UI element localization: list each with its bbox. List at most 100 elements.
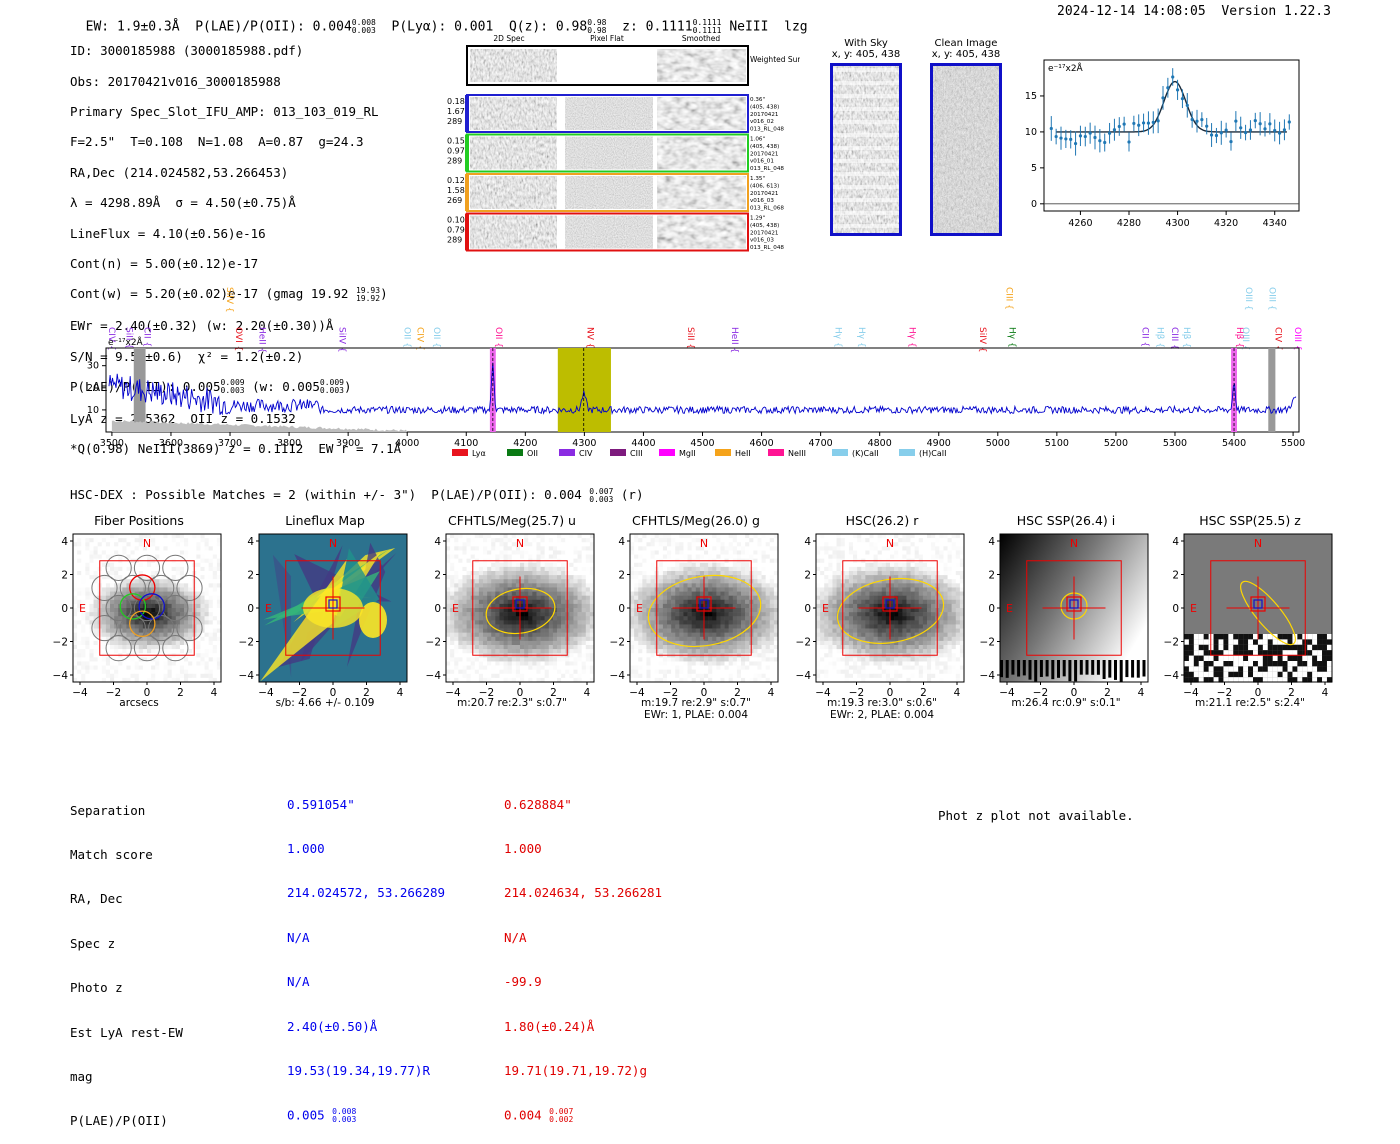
line-id-label: Hγ {: [832, 327, 842, 348]
legend-label: CIII: [630, 449, 643, 458]
fit-ytick-label: 10: [1025, 127, 1037, 138]
panel-ytick-label: 2: [1172, 570, 1179, 582]
legend-label: OII: [527, 449, 538, 458]
panel-caption-line1: m:26.4 rc:0.9" s:0.1": [981, 697, 1151, 709]
panel-ytick-label: −2: [796, 637, 811, 649]
label-plae: P(LAE)/P(OII): [70, 1114, 183, 1129]
panel-ytick-label: 0: [804, 603, 811, 615]
spec-xtick-label: 5000: [986, 438, 1010, 449]
cutout-weight: 0.15: [447, 137, 465, 146]
line-id-label: Hβ {: [1181, 327, 1191, 348]
fit-point: [1263, 127, 1266, 130]
fit-point: [1142, 121, 1145, 124]
panel-ytick-label: 0: [988, 603, 995, 615]
fit-point: [1137, 124, 1140, 127]
fit-point: [1268, 122, 1271, 125]
east-label: E: [79, 602, 86, 615]
panel-ytick-label: 2: [618, 570, 625, 582]
cutout-meta: 013_RL_048: [750, 166, 784, 172]
fit-point: [1084, 135, 1087, 138]
fit-point: [1186, 104, 1189, 107]
line-id-label: SiII {: [685, 327, 695, 349]
fit-point: [1229, 140, 1232, 143]
m2-specz: N/A: [504, 931, 662, 946]
cutout-meta: 1.35": [750, 176, 765, 182]
sky-image: [830, 63, 902, 236]
fit-point: [1064, 137, 1067, 140]
legend-label: HeII: [735, 449, 751, 458]
cutout-weight: 0.79: [447, 226, 465, 235]
label-specz: Spec z: [70, 937, 183, 952]
cutout-meta: 20170421: [750, 151, 779, 157]
col-pixelflat: Pixel Flat: [590, 34, 624, 43]
spec-xtick-label: 4900: [927, 438, 951, 449]
spec-xtick-label: 5200: [1104, 438, 1128, 449]
cutout-2dspec: [470, 176, 557, 209]
line-id-label: SiIV {: [977, 327, 987, 353]
fit-axes: [1044, 60, 1299, 211]
panel-ytick-label: 4: [434, 536, 441, 548]
m2-radec: 214.024634, 53.266281: [504, 886, 662, 901]
cutout-smoothed: [657, 97, 746, 130]
panel-ytick-label: 0: [618, 603, 625, 615]
fit-point: [1093, 136, 1096, 139]
line-id-label: Hγ {: [906, 327, 916, 348]
legend-swatch: [832, 449, 848, 456]
line-id-label: SiIV {: [224, 287, 234, 313]
cutout-pixelflat: [565, 216, 653, 249]
fit-point: [1288, 120, 1291, 123]
cutout-meta: v016_03: [750, 238, 774, 244]
spectrum-axes: [106, 348, 1299, 432]
legend-label: CIV: [579, 449, 593, 458]
fit-xtick-label: 4260: [1068, 218, 1092, 229]
cutout-meta: (406, 613): [750, 183, 779, 189]
weighted-2dspec: [470, 49, 557, 82]
panel-ytick-label: 4: [1172, 536, 1179, 548]
spec-xtick-label: 4800: [868, 438, 892, 449]
line-id-label: CIII {: [1169, 327, 1179, 350]
spec-xtick-label: 5400: [1222, 438, 1246, 449]
cutout-meta: 013_RL_068: [750, 206, 784, 212]
m2-separation: 0.628884": [504, 798, 662, 813]
cutout-meta: 20170421: [750, 191, 779, 197]
east-label: E: [636, 602, 643, 615]
panel-ytick-label: −2: [239, 637, 254, 649]
fit-point: [1254, 119, 1257, 122]
panel-ytick-label: −2: [610, 637, 625, 649]
fit-point: [1210, 133, 1213, 136]
line-id-label: SiIV {: [336, 327, 346, 353]
m2-plae-lo: 0.002: [549, 1116, 573, 1124]
panel-title: HSC SSP(26.4) i: [986, 513, 1146, 528]
m1-separation: 0.591054": [287, 798, 445, 813]
panel-title: Fiber Positions: [59, 513, 219, 528]
info-slot: Primary Spec_Slot_IFU_AMP: 013_103_019_R…: [70, 104, 401, 119]
panel-ytick-label: −4: [1164, 670, 1180, 682]
spec-ytick-label: 20: [87, 383, 99, 394]
fit-point: [1089, 132, 1092, 135]
spec-xtick-label: 5300: [1163, 438, 1187, 449]
m1-lya-ew: 2.40(±0.50)Å: [287, 1020, 445, 1035]
line-id-label: Hβ {: [1154, 327, 1164, 348]
cutout-weight: 0.12: [447, 176, 465, 185]
info-params: F=2.5" T=0.108 N=1.08 A=0.87 g=24.3: [70, 134, 401, 149]
line-id-label: NV {: [584, 327, 594, 348]
spec-xtick-label: 5500: [1281, 438, 1305, 449]
east-label: E: [265, 602, 272, 615]
fit-point: [1098, 139, 1101, 142]
weighted-smoothed: [657, 49, 746, 82]
spec-xtick-label: 3500: [100, 438, 124, 449]
cutout-2dspec: [470, 216, 557, 249]
fit-point: [1215, 134, 1218, 137]
info-lineflux: LineFlux = 4.10(±0.56)e-16: [70, 226, 401, 241]
north-label: N: [329, 537, 337, 550]
fit-model-line: [1056, 82, 1287, 132]
m1-radec: 214.024572, 53.266289: [287, 886, 445, 901]
panel-caption-line1: m:21.1 re:2.5" s:2.4": [1165, 697, 1335, 709]
cutout-meta: 20170421: [750, 230, 779, 236]
fit-point: [1113, 128, 1116, 131]
fit-point: [1195, 120, 1198, 123]
